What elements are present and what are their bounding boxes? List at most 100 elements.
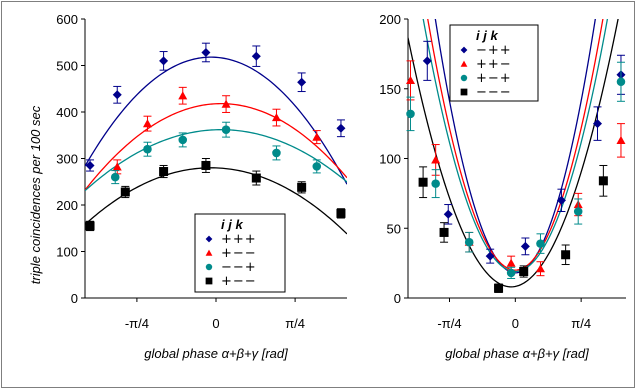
right-series xyxy=(406,61,626,279)
left-data-point xyxy=(271,113,281,122)
right-chart: 0 50 100 150 200 -π/4 0 π/4 global phase α+β+γ [… xyxy=(379,12,626,361)
left-data-point xyxy=(112,162,122,171)
left-fit-curve xyxy=(85,56,347,185)
right-legend-label: ++− xyxy=(476,57,512,72)
y-axis-label: triple coincidences per 100 sec xyxy=(28,105,43,284)
right-x-tick-label: -π/4 xyxy=(437,316,461,331)
right-data-point xyxy=(439,227,449,237)
left-data-point xyxy=(110,172,120,182)
left-x-axis-label: global phase α+β+γ [rad] xyxy=(144,346,288,361)
left-legend: i j k++++−−−−++−− xyxy=(194,213,286,293)
left-data-point xyxy=(120,187,130,197)
right-legend-marker xyxy=(460,46,468,54)
right-data-point xyxy=(443,209,453,219)
left-data-point xyxy=(178,91,188,100)
left-y-tick-label: 0 xyxy=(71,291,78,306)
right-data-point xyxy=(573,207,583,216)
left-series xyxy=(85,158,346,232)
right-x-tick-label: π/4 xyxy=(571,316,591,331)
left-x-tick-label: π/4 xyxy=(285,316,305,331)
left-legend-label: +++ xyxy=(221,232,257,247)
left-legend-label: −−+ xyxy=(221,260,257,275)
right-legend: i j k−++++−+−+−−− xyxy=(449,24,539,102)
right-series xyxy=(418,164,608,293)
left-fit-curves xyxy=(85,56,347,235)
left-data-point xyxy=(201,160,211,170)
right-data-point xyxy=(536,239,545,248)
left-data-point xyxy=(251,51,261,61)
left-data-point xyxy=(251,173,261,183)
left-data-point xyxy=(312,162,322,171)
left-legend-marker xyxy=(205,277,213,285)
left-x-tick-label: -π/4 xyxy=(125,316,149,331)
right-fit-curve xyxy=(408,19,619,288)
left-data-point xyxy=(297,182,307,192)
right-y-tick-label: 50 xyxy=(387,221,401,236)
right-data-point xyxy=(561,250,571,260)
right-legend-header: i j k xyxy=(476,28,498,43)
left-data-point xyxy=(312,132,322,141)
left-data-point xyxy=(201,47,211,57)
right-data-point xyxy=(506,268,516,278)
right-legend-label: +−+ xyxy=(476,71,512,86)
right-data-point xyxy=(520,241,530,251)
right-legend-marker xyxy=(460,60,468,67)
left-series xyxy=(85,42,346,172)
right-legend-marker xyxy=(460,74,468,82)
left-legend-label: +−− xyxy=(221,246,257,261)
left-y-tick-label: 200 xyxy=(56,198,78,213)
right-data-point xyxy=(422,56,432,66)
left-legend-label: +−− xyxy=(221,274,257,289)
left-x-tick-label: 0 xyxy=(212,316,219,331)
right-y-tick-label: 100 xyxy=(379,152,401,167)
left-chart: 0 100 200 300 400 500 600 -π/4 0 π/4 global phase … xyxy=(56,12,347,361)
right-data-point xyxy=(418,177,428,187)
left-data-point xyxy=(85,221,95,231)
right-legend-label: −++ xyxy=(476,43,512,58)
right-data-point xyxy=(506,258,516,267)
right-x-tick-label: 0 xyxy=(512,316,519,331)
right-legend-label: −−− xyxy=(476,85,512,100)
left-data-point xyxy=(221,99,231,108)
left-y-tick-label: 600 xyxy=(56,12,78,27)
left-y-tick-label: 100 xyxy=(56,245,78,260)
left-y-tick-label: 300 xyxy=(56,152,78,167)
right-data-point xyxy=(556,195,566,205)
right-data-point xyxy=(485,251,495,261)
right-data-point xyxy=(431,179,440,188)
left-y-tick-label: 400 xyxy=(56,105,78,120)
left-data-point xyxy=(336,208,346,218)
right-data-point xyxy=(616,135,626,144)
left-data-point xyxy=(143,144,152,154)
right-series xyxy=(422,40,626,264)
left-fit-curve xyxy=(85,102,347,191)
left-data-point xyxy=(159,167,169,177)
left-legend-marker xyxy=(205,235,213,243)
left-legend-marker xyxy=(205,249,213,256)
right-fit-curve xyxy=(434,19,596,274)
left-data-point xyxy=(85,160,95,170)
right-x-axis-label: global phase α+β+γ [rad] xyxy=(445,346,589,361)
left-series xyxy=(110,121,322,185)
left-data-point xyxy=(297,77,307,87)
right-y-tick-label: 200 xyxy=(379,12,401,27)
left-data-point xyxy=(336,123,346,133)
left-data-point xyxy=(142,119,152,128)
left-fit-curve xyxy=(85,129,347,192)
left-data-point xyxy=(272,148,281,158)
left-legend-header: i j k xyxy=(221,217,243,232)
right-data-point xyxy=(494,283,504,293)
left-data-point xyxy=(178,135,188,145)
right-data-point xyxy=(519,266,529,276)
right-fit-curve xyxy=(427,19,604,271)
left-data-point xyxy=(221,125,231,134)
right-data-point xyxy=(535,264,545,273)
left-data-point xyxy=(112,90,122,100)
right-legend-marker xyxy=(460,88,468,96)
right-data-point xyxy=(406,75,416,84)
right-data-point xyxy=(431,155,441,164)
right-fit-curves xyxy=(408,19,619,288)
right-data-point xyxy=(406,109,415,119)
